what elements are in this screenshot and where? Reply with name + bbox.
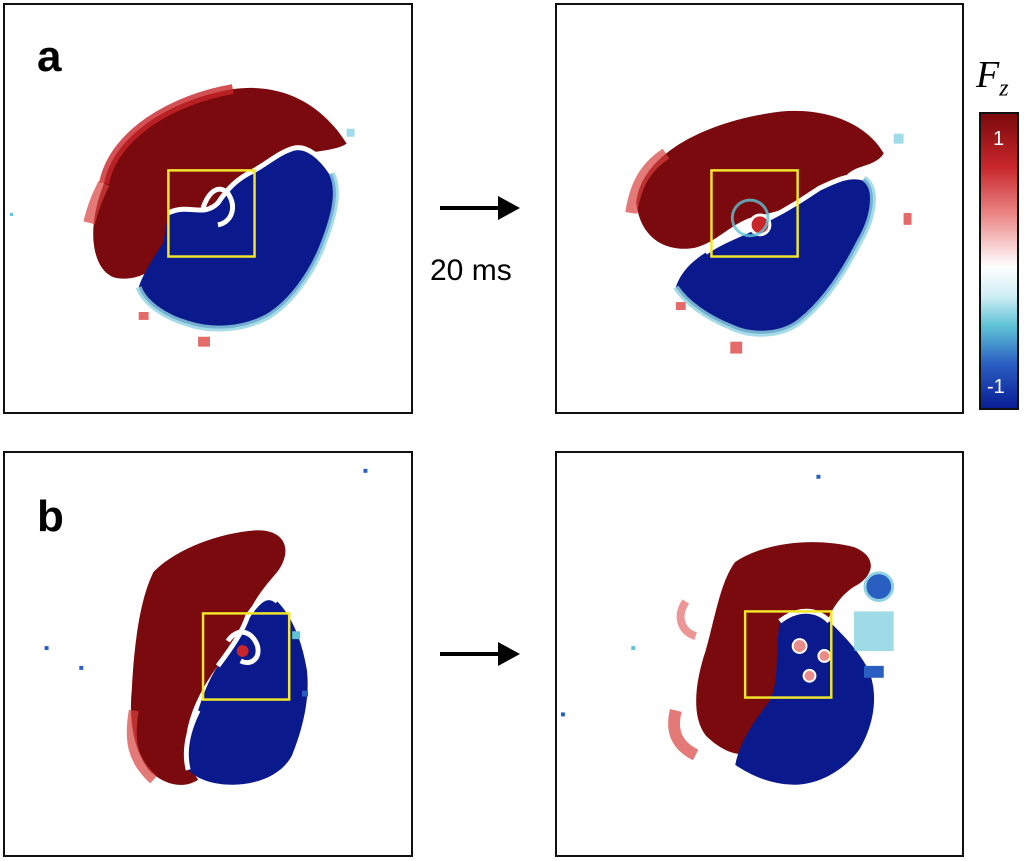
colorbar-tick-min: -1 — [987, 376, 1005, 398]
red-domain — [636, 110, 884, 249]
highlight-box — [167, 169, 256, 258]
time-interval-label: 20 ms — [430, 254, 512, 287]
panel-label-a: a — [37, 32, 62, 81]
highlight-box — [743, 610, 833, 699]
panel-b-after — [555, 451, 964, 857]
spin-map-a-before — [9, 84, 355, 347]
arrow-right-icon — [440, 196, 520, 220]
colorbar: 1 -1 — [979, 112, 1019, 410]
blue-domain — [138, 147, 336, 329]
panel-label-b: b — [37, 492, 64, 541]
spin-map-b-before — [44, 468, 368, 785]
spin-map-b-after — [560, 474, 895, 785]
blue-domain — [186, 597, 308, 785]
panel-a-after — [555, 3, 964, 414]
colorbar-title: Fz — [976, 54, 1009, 102]
red-domain — [130, 530, 286, 785]
spin-map-a-after — [625, 110, 912, 354]
highlight-box — [710, 169, 799, 258]
panel-b-before: b — [3, 451, 413, 857]
highlight-box — [201, 612, 291, 701]
arrow-right-icon — [440, 642, 520, 666]
red-domain — [93, 87, 347, 279]
colorbar-tick-max: 1 — [993, 128, 1005, 150]
panel-a-before: a — [3, 3, 413, 414]
